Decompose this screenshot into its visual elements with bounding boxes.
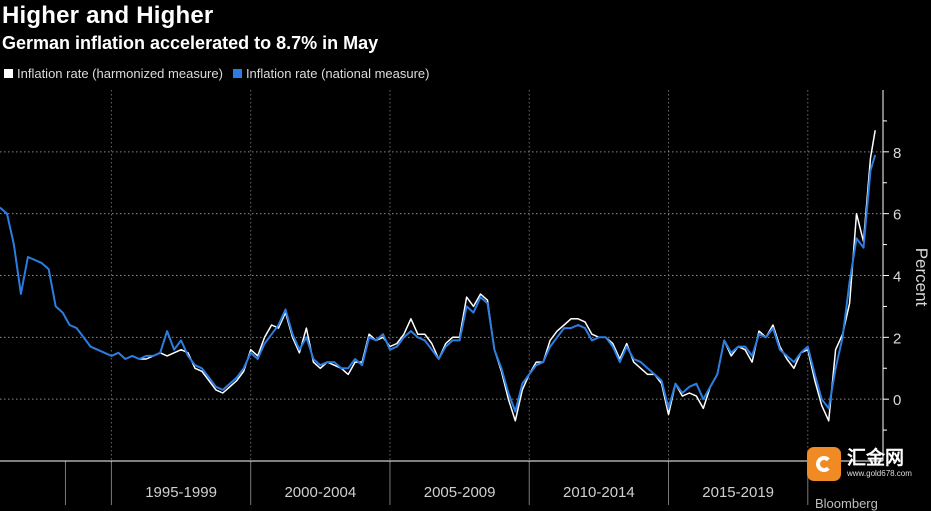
legend-label-harmonized: Inflation rate (harmonized measure) [17,66,223,81]
chart-title: Higher and Higher [2,2,214,29]
y-tick-label-2: 2 [893,330,901,347]
legend-label-national: Inflation rate (national measure) [245,66,430,81]
x-tick-label-2015-2019: 2015-2019 [702,484,774,501]
x-tick-label-1995-1999: 1995-1999 [145,484,217,501]
series-line-national [0,154,877,413]
legend: Inflation rate (harmonized measure) Infl… [4,66,439,81]
watermark-logo-icon [807,447,841,481]
watermark-name: 汇金网 [847,448,905,469]
y-axis-label: Percent [912,248,931,307]
legend-item-harmonized: Inflation rate (harmonized measure) [4,66,223,81]
legend-swatch-national [232,69,242,78]
watermark-url: www.gold678.com [847,469,912,478]
legend-item-national: Inflation rate (national measure) [232,66,430,81]
y-tick-label-4: 4 [893,269,901,286]
source-label: Bloomberg [815,496,878,511]
watermark: 汇金网 www.gold678.com [807,447,912,481]
y-tick-label-8: 8 [893,145,901,162]
x-tick-label-2000-2004: 2000-2004 [284,484,356,501]
chart-subtitle: German inflation accelerated to 8.7% in … [2,33,379,53]
x-tick-label-2005-2009: 2005-2009 [424,484,496,501]
legend-swatch-harmonized [4,69,13,78]
y-tick-label-6: 6 [893,207,901,224]
y-tick-label-0: 0 [893,392,901,409]
x-tick-label-2010-2014: 2010-2014 [563,484,635,501]
